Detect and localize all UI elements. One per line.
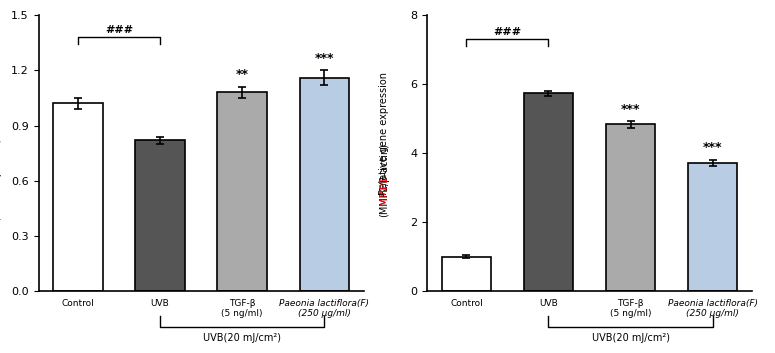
Bar <box>218 92 267 291</box>
Bar <box>688 163 737 291</box>
Text: ***: *** <box>621 102 640 115</box>
Text: Relative gene expression: Relative gene expression <box>380 72 389 195</box>
Text: (MMP1/β-actin): (MMP1/β-actin) <box>380 143 389 217</box>
Text: ***: *** <box>315 52 334 65</box>
Bar <box>606 125 655 291</box>
Text: ###: ### <box>105 25 133 35</box>
Bar <box>53 103 102 291</box>
Text: MMP1: MMP1 <box>380 175 389 205</box>
Bar <box>442 257 491 291</box>
Text: COL1A1: COL1A1 <box>0 171 1 210</box>
Text: Relative gene expression: Relative gene expression <box>0 72 1 195</box>
Text: **: ** <box>236 68 249 81</box>
Text: ***: *** <box>703 142 722 155</box>
Bar <box>299 78 349 291</box>
Bar <box>136 140 184 291</box>
Text: ###: ### <box>494 27 522 37</box>
Text: (COL1A1/β-actin): (COL1A1/β-actin) <box>0 138 1 221</box>
Text: UVB(20 mJ/cm²): UVB(20 mJ/cm²) <box>203 333 281 342</box>
Text: UVB(20 mJ/cm²): UVB(20 mJ/cm²) <box>591 333 670 342</box>
Bar <box>524 94 573 291</box>
